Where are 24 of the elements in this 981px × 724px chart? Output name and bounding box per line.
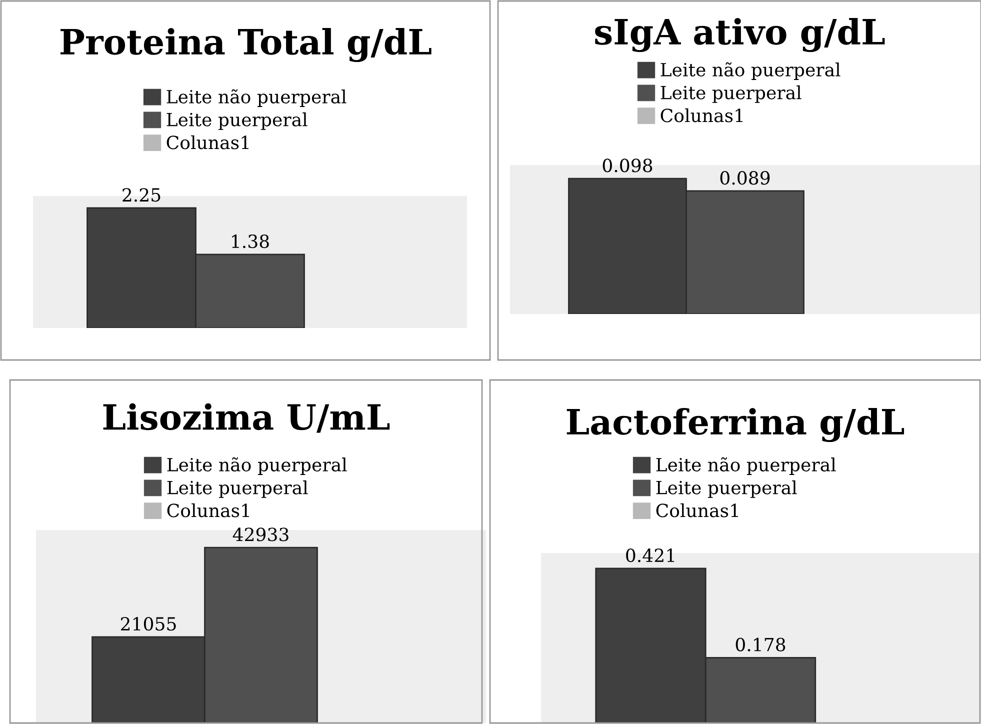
data-label: 1.38: [232, 234, 269, 248]
legend-label: Colunas1: [166, 135, 248, 150]
chart-title: Lisozima U/mL: [103, 403, 390, 433]
data-label: 42933: [232, 528, 288, 542]
data-label: 0.089: [720, 171, 770, 185]
legend-label: Leite puerperal: [660, 85, 802, 103]
legend-label: Colunas1: [167, 503, 249, 518]
legend-label: Leite não puerperal: [166, 89, 346, 108]
legend-label: Leite não puerperal: [656, 457, 836, 476]
data-label: 0.421: [626, 548, 674, 562]
legend-label: Colunas1: [656, 503, 738, 518]
chart-title: Lactoferrina g/dL: [566, 408, 904, 442]
data-label: 21055: [121, 617, 176, 631]
legend-label: Leite não puerperal: [660, 62, 840, 80]
data-label: 0.098: [602, 158, 652, 172]
legend-label: Leite não puerperal: [167, 457, 347, 476]
legend-label: Leite puerperal: [167, 480, 308, 498]
legend-label: Leite puerperal: [166, 112, 308, 130]
data-label: 2.25: [122, 188, 160, 202]
data-label: 0.178: [736, 638, 786, 652]
chart-title: sIgA ativo g/dL: [595, 18, 885, 52]
legend-label: Colunas1: [660, 108, 742, 122]
chart-title: Proteina Total g/dL: [60, 28, 432, 62]
legend-label: Leite puerperal: [656, 480, 797, 498]
